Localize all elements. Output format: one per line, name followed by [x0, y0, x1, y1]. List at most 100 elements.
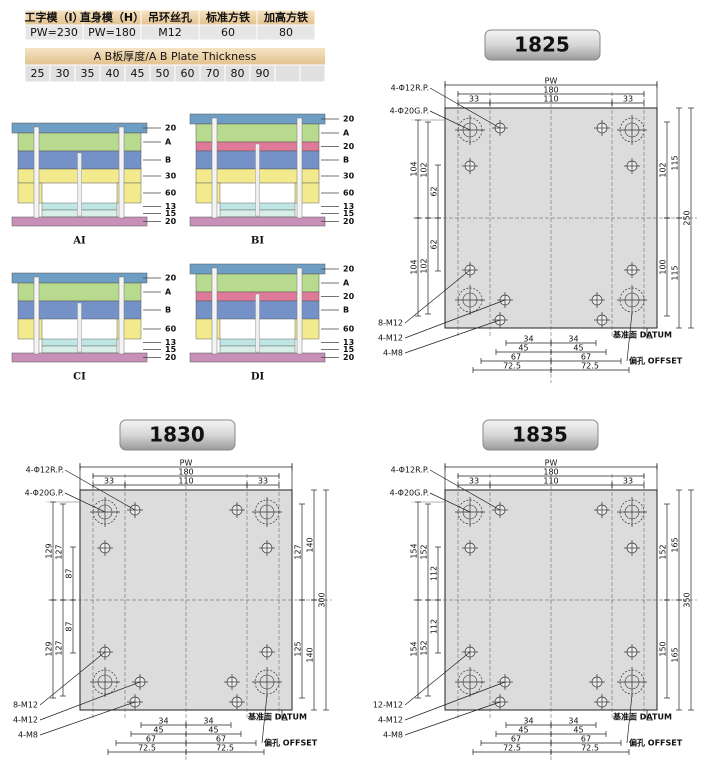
datum-mark	[646, 710, 653, 721]
mold-plate	[11, 272, 148, 284]
dimension: 127	[55, 544, 64, 559]
layer-label: B	[343, 306, 349, 315]
guide-pin	[118, 126, 125, 219]
header-text: 吊环丝孔	[148, 10, 192, 24]
value-text: PW=230	[30, 26, 78, 39]
return-pin	[255, 143, 260, 217]
dimension: 62	[430, 186, 439, 196]
dimension: 125	[294, 641, 303, 656]
thickness-title-cell	[25, 48, 325, 65]
line	[404, 319, 501, 354]
dimension: 34	[523, 717, 533, 726]
layer-label: 20	[343, 217, 355, 226]
guide-pin	[211, 267, 218, 355]
header-text: 工字模（I）	[24, 10, 83, 24]
layer-label: 15	[343, 345, 355, 354]
dimension: 87	[65, 568, 74, 578]
dimension: 72.5	[138, 744, 156, 753]
dimension: 152	[659, 544, 668, 559]
dimension: 67	[581, 353, 591, 362]
dimension: 129	[45, 641, 54, 656]
layer-label: 30	[343, 172, 355, 181]
dimension: 62	[430, 239, 439, 249]
callout: 4-M8	[18, 731, 38, 740]
layer-label: B	[165, 156, 171, 165]
dimension: 87	[65, 621, 74, 631]
thickness-value: 45	[131, 67, 145, 80]
layer-label: 60	[165, 325, 177, 334]
layer-label: 20	[343, 292, 355, 301]
dimension: 112	[430, 566, 439, 581]
dimension: 67	[216, 735, 226, 744]
line	[39, 651, 106, 706]
dimension: 72.5	[581, 744, 599, 753]
layer-label: 13	[165, 202, 176, 211]
layer-label: 13	[165, 338, 176, 347]
dimension: 152	[420, 544, 429, 559]
dimension: PW	[545, 459, 558, 468]
datum-label: 基准面 DATUM	[612, 330, 672, 340]
datum-label: 基准面 DATUM	[247, 712, 307, 722]
dimension: 72.5	[216, 744, 234, 753]
guide-pin	[211, 117, 218, 219]
dimension: 154	[410, 641, 419, 656]
layer-label: 20	[343, 265, 355, 274]
line	[404, 651, 471, 706]
thickness-cell	[274, 64, 301, 83]
dimension: 33	[469, 95, 479, 104]
return-pin	[77, 152, 82, 217]
dimension: PW	[545, 77, 558, 86]
dimension: 34	[158, 717, 168, 726]
dimension: 34	[568, 335, 578, 344]
dimension: 112	[430, 619, 439, 634]
callout: 4-Φ12R.P.	[391, 84, 429, 93]
dimension: 34	[523, 335, 533, 344]
dimension: 72.5	[503, 362, 521, 371]
dimension: 33	[623, 95, 633, 104]
layer-label: A	[165, 288, 172, 297]
dimension: 45	[518, 344, 528, 353]
layer-label: 15	[165, 209, 177, 218]
value-text: 80	[279, 26, 293, 39]
guide-pin	[118, 276, 125, 355]
thickness-title: A B板厚度/A B Plate Thickness	[94, 49, 257, 63]
mold-plate	[11, 216, 148, 227]
callout: 8-M12	[13, 701, 38, 710]
callout: 4-Φ20G.P.	[390, 489, 429, 498]
layer-label: 15	[343, 209, 355, 218]
dimension: 110	[543, 477, 558, 486]
dimension: 350	[683, 592, 692, 607]
callout: 4-Φ20G.P.	[390, 107, 429, 116]
dimension: 102	[659, 162, 668, 177]
line	[64, 469, 136, 511]
dimension: PW	[180, 459, 193, 468]
guide-pin	[296, 267, 303, 355]
dimension: 72.5	[581, 362, 599, 371]
layer-label: 20	[343, 353, 355, 362]
layer-label: A	[343, 129, 350, 138]
line	[404, 299, 506, 339]
return-pin	[77, 302, 82, 353]
dimension: 115	[671, 155, 680, 170]
callout: 4-Φ20G.P.	[25, 489, 64, 498]
dimension: 72.5	[503, 744, 521, 753]
line	[626, 694, 633, 744]
callout: 8-M12	[378, 319, 403, 328]
callout: 4-M8	[383, 731, 403, 740]
line	[429, 492, 471, 513]
mold-plate	[189, 113, 326, 125]
dimension: 110	[178, 477, 193, 486]
dimension: 127	[294, 544, 303, 559]
dimension: 180	[543, 86, 558, 95]
mold-plate	[189, 352, 326, 363]
dimension: 102	[420, 258, 429, 273]
dimension: 300	[318, 592, 327, 607]
dimension: 140	[306, 647, 315, 662]
dimension: 45	[573, 344, 583, 353]
thickness-cell	[299, 64, 326, 83]
line	[626, 312, 633, 362]
line	[429, 469, 501, 511]
dimension: 110	[543, 95, 558, 104]
thickness-value: 80	[231, 67, 245, 80]
